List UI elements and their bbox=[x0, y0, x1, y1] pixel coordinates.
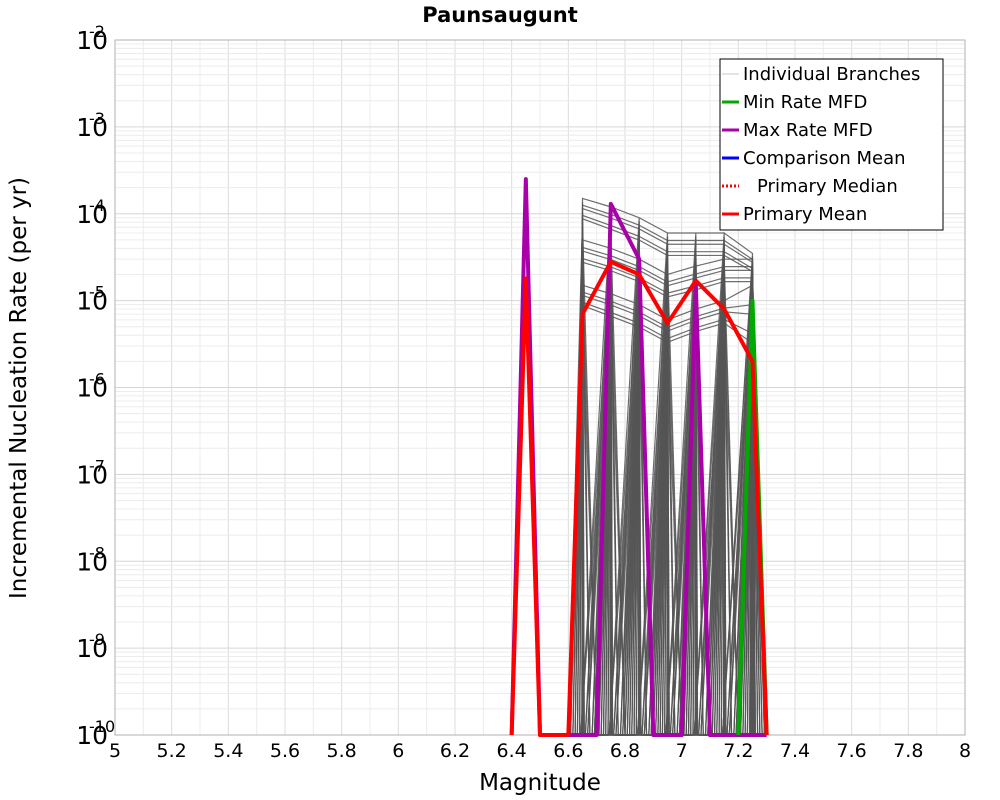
y-tick-exponent: -4 bbox=[89, 196, 105, 215]
x-tick-label: 6.8 bbox=[610, 740, 640, 762]
legend: Individual Branches Min Rate MFD Max Rate … bbox=[719, 58, 944, 231]
series-line-primary-mean bbox=[509, 259, 769, 737]
y-tick-exponent: -2 bbox=[89, 22, 105, 41]
x-tick-label: 7 bbox=[676, 740, 688, 762]
x-tick-label: 6 bbox=[392, 740, 404, 762]
y-tick-exponent: -7 bbox=[89, 456, 105, 475]
y-axis-label: Incremental Nucleation Rate (per yr) bbox=[6, 177, 32, 599]
x-tick-labels: 5 5.2 5.4 5.6 5.8 6 6.2 6.4 6.6 6.8 7 7.2 7.4 7.6 7.8 8 bbox=[109, 740, 971, 762]
chart-title: Paunsaugunt bbox=[422, 3, 578, 27]
x-tick-label: 6.4 bbox=[497, 740, 527, 762]
x-tick-label: 7.4 bbox=[780, 740, 810, 762]
legend-label: Primary Mean bbox=[743, 204, 867, 225]
legend-label: Max Rate MFD bbox=[743, 120, 873, 141]
x-tick-label: 5.8 bbox=[327, 740, 357, 762]
y-tick-label: 10 bbox=[76, 460, 108, 489]
legend-label: Primary Median bbox=[757, 176, 898, 197]
y-tick-exponent: -5 bbox=[89, 283, 105, 302]
y-tick-exponent: -10 bbox=[89, 717, 115, 736]
x-tick-label: 7.2 bbox=[723, 740, 753, 762]
x-axis-label: Magnitude bbox=[479, 770, 601, 796]
y-tick-exponent: -3 bbox=[89, 109, 105, 128]
y-tick-label: 10 bbox=[76, 26, 108, 55]
legend-label: Min Rate MFD bbox=[743, 92, 867, 113]
x-tick-label: 5 bbox=[109, 740, 121, 762]
x-tick-label: 8 bbox=[959, 740, 971, 762]
y-tick-labels: 10-210-310-410-510-610-710-810-910-10 bbox=[76, 22, 115, 750]
x-tick-label: 6.6 bbox=[553, 740, 583, 762]
x-tick-label: 6.2 bbox=[440, 740, 470, 762]
y-tick-label: 10 bbox=[76, 200, 108, 229]
x-tick-label: 5.2 bbox=[157, 740, 187, 762]
x-tick-label: 5.6 bbox=[270, 740, 300, 762]
legend-label: Individual Branches bbox=[743, 64, 920, 85]
legend-label: Comparison Mean bbox=[743, 148, 906, 169]
y-tick-exponent: -9 bbox=[89, 630, 105, 649]
y-tick-label: 10 bbox=[76, 287, 108, 316]
y-tick-exponent: -6 bbox=[89, 370, 105, 389]
y-tick-exponent: -8 bbox=[89, 543, 105, 562]
y-tick-label: 10 bbox=[76, 113, 108, 142]
x-tick-label: 7.6 bbox=[837, 740, 867, 762]
y-tick-label: 10 bbox=[76, 547, 108, 576]
y-tick-label: 10 bbox=[76, 374, 108, 403]
y-tick-label: 10 bbox=[76, 721, 108, 750]
series-lines bbox=[509, 177, 769, 737]
x-tick-label: 7.8 bbox=[893, 740, 923, 762]
legend-box bbox=[719, 58, 944, 231]
x-tick-label: 5.4 bbox=[213, 740, 243, 762]
y-tick-label: 10 bbox=[76, 634, 108, 663]
